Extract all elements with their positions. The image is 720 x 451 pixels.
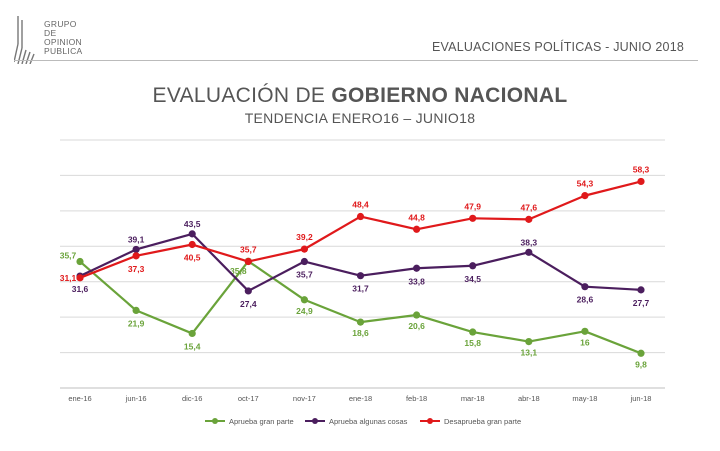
legend-label: Aprueba gran parte bbox=[229, 417, 294, 426]
x-tick-label: ene-16 bbox=[68, 394, 91, 403]
data-point bbox=[581, 327, 589, 335]
x-tick-label: dic-16 bbox=[182, 394, 202, 403]
header-divider bbox=[14, 60, 698, 61]
data-label: 31,7 bbox=[352, 284, 369, 294]
data-point bbox=[525, 248, 533, 256]
data-label: 40,5 bbox=[184, 253, 201, 263]
x-tick-label: ene-18 bbox=[349, 394, 372, 403]
data-label: 31,6 bbox=[72, 284, 89, 294]
x-tick-label: jun-16 bbox=[125, 394, 147, 403]
logo-line: DE bbox=[44, 28, 57, 38]
data-label: 44,8 bbox=[408, 212, 425, 222]
data-label: 33,8 bbox=[408, 276, 425, 286]
data-point bbox=[581, 283, 589, 291]
chart-title: EVALUACIÓN DE GOBIERNO NACIONAL bbox=[0, 84, 720, 108]
data-point bbox=[132, 306, 140, 315]
data-point bbox=[525, 215, 533, 223]
data-label: 35,7 bbox=[240, 245, 257, 255]
data-point bbox=[132, 245, 140, 254]
logo-line: OPINION bbox=[44, 37, 82, 47]
data-label: 39,1 bbox=[128, 234, 145, 244]
data-point bbox=[300, 296, 308, 304]
data-label: 15,8 bbox=[464, 338, 481, 348]
data-label: 18,6 bbox=[352, 328, 369, 338]
title-prefix: EVALUACIÓN DE bbox=[152, 84, 332, 107]
data-label: 27,4 bbox=[240, 299, 257, 309]
title-bold: GOBIERNO NACIONAL bbox=[331, 84, 568, 107]
data-point bbox=[413, 264, 421, 272]
data-label: 47,6 bbox=[521, 202, 538, 212]
data-point bbox=[356, 272, 365, 280]
series-line bbox=[79, 180, 642, 279]
data-label: 13,1 bbox=[521, 348, 538, 358]
data-label: 58,3 bbox=[633, 164, 650, 174]
logo-text: GRUPO DE OPINION PUBLICA bbox=[44, 20, 82, 56]
data-point bbox=[188, 240, 196, 249]
data-label: 43,5 bbox=[184, 219, 201, 229]
x-tick-label: abr-18 bbox=[518, 394, 540, 403]
data-point bbox=[76, 257, 84, 266]
x-tick-label: mar-18 bbox=[461, 394, 485, 403]
x-tick-label: oct-17 bbox=[238, 394, 259, 403]
data-point bbox=[469, 328, 477, 336]
x-tick-label: may-18 bbox=[572, 394, 597, 403]
data-point bbox=[300, 245, 308, 253]
data-point bbox=[581, 192, 589, 200]
legend-label: Aprueba algunas cosas bbox=[329, 417, 408, 426]
data-label: 9,8 bbox=[635, 359, 647, 369]
data-point bbox=[244, 257, 252, 266]
data-point bbox=[469, 262, 477, 270]
data-point bbox=[637, 177, 645, 186]
data-point bbox=[413, 311, 421, 319]
legend-marker bbox=[427, 418, 433, 424]
data-label: 27,7 bbox=[633, 298, 650, 308]
data-label: 38,3 bbox=[521, 237, 538, 247]
data-label: 37,3 bbox=[128, 264, 145, 274]
legend-marker bbox=[212, 418, 218, 424]
data-label: 31,1 bbox=[60, 273, 77, 283]
x-tick-label: feb-18 bbox=[406, 394, 427, 403]
data-label: 28,6 bbox=[577, 295, 594, 305]
chart-subtitle: TENDENCIA ENERO16 – JUNIO18 bbox=[244, 110, 476, 126]
data-point bbox=[300, 257, 308, 266]
data-point bbox=[525, 337, 533, 346]
x-tick-label: nov-17 bbox=[293, 394, 316, 403]
data-point bbox=[188, 329, 196, 338]
header-report-title: EVALUACIONES POLÍTICAS - JUNIO 2018 bbox=[432, 40, 684, 54]
logo-line: PUBLICA bbox=[44, 46, 83, 56]
data-point bbox=[188, 230, 196, 238]
data-label: 21,9 bbox=[128, 318, 145, 328]
data-label: 35,8 bbox=[230, 266, 247, 276]
legend-marker bbox=[312, 418, 318, 424]
series-line bbox=[79, 232, 642, 293]
data-label: 35,7 bbox=[60, 251, 77, 261]
x-tick-label: jun-18 bbox=[630, 394, 652, 403]
data-label: 35,7 bbox=[296, 270, 313, 280]
data-label: 15,4 bbox=[184, 341, 201, 351]
data-point bbox=[469, 214, 477, 222]
data-label: 24,9 bbox=[296, 306, 313, 316]
data-point bbox=[356, 212, 365, 221]
data-label: 48,4 bbox=[352, 200, 369, 210]
data-label: 34,5 bbox=[464, 274, 481, 284]
data-label: 47,9 bbox=[464, 201, 481, 211]
logo-line: GRUPO bbox=[44, 19, 77, 29]
data-point bbox=[132, 252, 140, 260]
data-point bbox=[76, 274, 84, 282]
data-point bbox=[244, 287, 252, 295]
logo: GRUPO DE OPINION PUBLICA bbox=[14, 10, 82, 66]
legend-label: Desaprueba gran parte bbox=[444, 417, 521, 426]
data-label: 54,3 bbox=[577, 179, 594, 189]
data-point bbox=[637, 349, 645, 357]
data-label: 39,2 bbox=[296, 232, 313, 242]
data-point bbox=[356, 318, 365, 326]
logo-mark-icon bbox=[14, 16, 35, 64]
data-point bbox=[637, 286, 645, 294]
data-point bbox=[413, 225, 421, 233]
data-label: 20,6 bbox=[408, 321, 425, 331]
data-label: 16 bbox=[580, 337, 590, 347]
